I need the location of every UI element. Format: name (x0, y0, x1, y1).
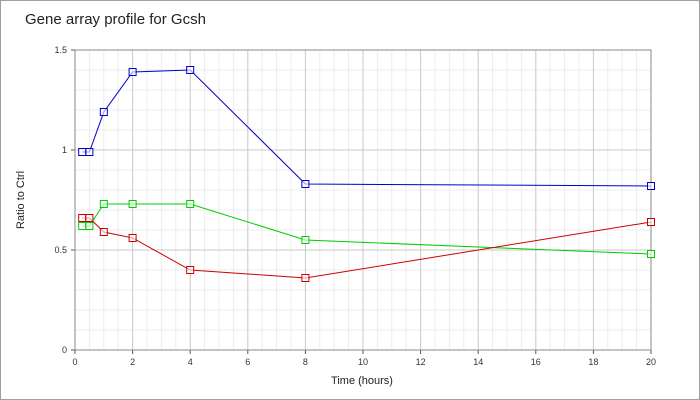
minor-grid (75, 50, 651, 350)
data-point-marker (186, 66, 195, 74)
data-point-marker (301, 180, 310, 188)
series-line (82, 203, 652, 255)
data-point-marker (186, 200, 195, 208)
x-tick-label: 14 (473, 357, 483, 367)
data-point-marker (99, 108, 108, 116)
data-point-marker (99, 200, 108, 208)
tick-labels: 0 2 4 6 8 10 12 14 16 18 20 0 0.5 1 1.5 (54, 45, 656, 367)
data-point-marker (647, 182, 655, 190)
axes (71, 49, 652, 354)
data-point-marker (85, 148, 94, 156)
y-tick-label: 0.5 (54, 245, 67, 255)
data-point-marker (301, 274, 310, 282)
x-axis-label: Time (hours) (331, 375, 393, 387)
series-layer (78, 66, 655, 282)
series-2 (78, 200, 655, 258)
data-point-marker (99, 228, 108, 236)
data-point-marker (186, 266, 195, 274)
x-tick-label: 8 (303, 357, 308, 367)
data-point-marker (647, 218, 655, 226)
x-tick-label: 4 (188, 357, 193, 367)
y-tick-label: 1.5 (54, 45, 67, 55)
y-tick-label: 1 (62, 145, 67, 155)
x-tick-label: 18 (588, 357, 598, 367)
x-tick-label: 20 (646, 357, 656, 367)
series-3 (78, 214, 655, 282)
series-line (82, 69, 652, 187)
y-axis-label: Ratio to Ctrl (15, 171, 27, 229)
data-point-marker (128, 68, 137, 76)
x-tick-label: 2 (130, 357, 135, 367)
data-point-marker (85, 214, 94, 222)
data-point-marker (128, 200, 137, 208)
data-point-marker (647, 250, 655, 258)
y-tick-label: 0 (62, 345, 67, 355)
x-tick-label: 6 (245, 357, 250, 367)
data-point-marker (78, 148, 87, 156)
data-point-marker (85, 222, 94, 230)
data-point-marker (301, 236, 310, 244)
data-point-marker (78, 214, 87, 222)
data-point-marker (128, 234, 137, 242)
data-point-marker (78, 222, 87, 230)
x-tick-label: 0 (72, 357, 77, 367)
plot-area-border (74, 49, 652, 351)
chart-title: Gene array profile for Gcsh (25, 11, 206, 28)
x-tick-label: 10 (358, 357, 368, 367)
series-line (82, 217, 652, 279)
x-tick-label: 16 (531, 357, 541, 367)
x-tick-label: 12 (416, 357, 426, 367)
series-1 (78, 66, 655, 190)
